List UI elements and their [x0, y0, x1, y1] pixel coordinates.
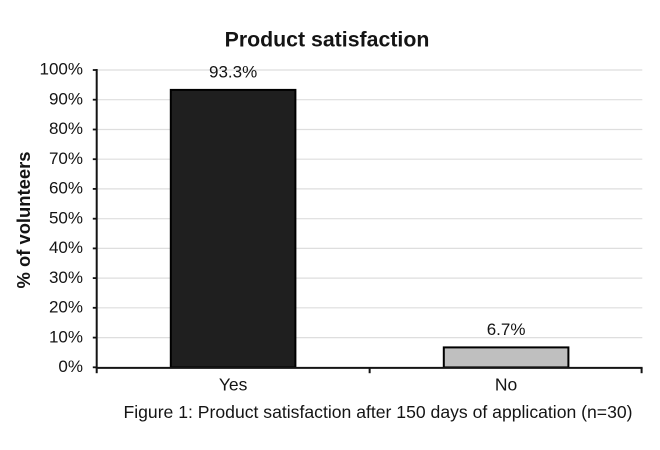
svg-text:100%: 100% — [40, 60, 83, 79]
svg-text:60%: 60% — [49, 179, 83, 198]
svg-text:80%: 80% — [49, 119, 83, 138]
svg-text:30%: 30% — [49, 268, 83, 287]
svg-text:10%: 10% — [49, 327, 83, 346]
svg-text:Yes: Yes — [219, 375, 248, 395]
svg-text:70%: 70% — [49, 149, 83, 168]
svg-text:Figure 1: Product satisfaction: Figure 1: Product satisfaction after 150… — [123, 402, 632, 422]
svg-text:20%: 20% — [49, 298, 83, 317]
svg-text:Product satisfaction: Product satisfaction — [225, 27, 430, 51]
svg-text:6.7%: 6.7% — [487, 320, 526, 339]
svg-text:No: No — [495, 375, 517, 395]
svg-text:40%: 40% — [49, 238, 83, 257]
svg-text:93.3%: 93.3% — [209, 62, 257, 81]
svg-text:% of volunteers: % of volunteers — [13, 152, 34, 289]
svg-text:90%: 90% — [49, 89, 83, 108]
svg-text:50%: 50% — [49, 208, 83, 227]
svg-text:0%: 0% — [58, 357, 83, 376]
